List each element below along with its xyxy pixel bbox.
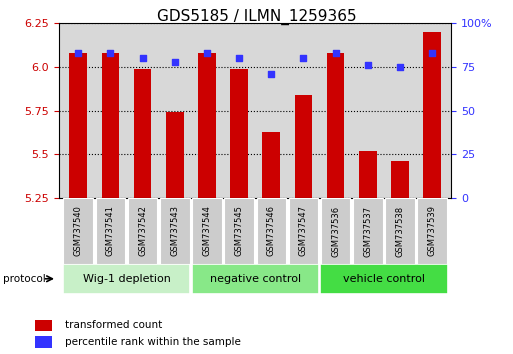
Text: percentile rank within the sample: percentile rank within the sample xyxy=(66,337,241,347)
Text: GSM737543: GSM737543 xyxy=(170,205,180,257)
Bar xyxy=(321,198,350,264)
Point xyxy=(396,64,404,70)
Text: GSM737538: GSM737538 xyxy=(396,205,404,257)
Text: transformed count: transformed count xyxy=(66,320,163,330)
Text: GSM737536: GSM737536 xyxy=(331,205,340,257)
Bar xyxy=(263,132,280,198)
Bar xyxy=(35,320,52,331)
Bar xyxy=(102,53,120,198)
Text: negative control: negative control xyxy=(210,274,301,284)
Bar xyxy=(160,198,190,264)
Text: Wig-1 depletion: Wig-1 depletion xyxy=(83,274,170,284)
Bar xyxy=(289,198,318,264)
Bar xyxy=(418,198,447,264)
Bar xyxy=(423,32,441,198)
Point xyxy=(106,50,114,56)
Bar xyxy=(359,151,377,198)
Text: GSM737537: GSM737537 xyxy=(363,205,372,257)
Bar xyxy=(224,198,254,264)
Point xyxy=(428,50,436,56)
Point xyxy=(267,71,275,77)
Bar xyxy=(353,198,383,264)
Bar xyxy=(191,264,319,294)
Bar xyxy=(198,53,216,198)
Bar xyxy=(391,161,409,198)
Text: GSM737544: GSM737544 xyxy=(203,206,211,256)
Bar xyxy=(256,198,286,264)
Text: GSM737542: GSM737542 xyxy=(138,206,147,256)
Bar xyxy=(294,95,312,198)
Point xyxy=(74,50,83,56)
Bar xyxy=(327,53,345,198)
Text: GDS5185 / ILMN_1259365: GDS5185 / ILMN_1259365 xyxy=(156,9,357,25)
Point xyxy=(171,59,179,64)
Text: GSM737541: GSM737541 xyxy=(106,206,115,256)
Bar xyxy=(35,336,52,348)
Bar xyxy=(134,69,151,198)
Text: GSM737545: GSM737545 xyxy=(234,206,244,256)
Point xyxy=(331,50,340,56)
Text: GSM737547: GSM737547 xyxy=(299,205,308,257)
Bar xyxy=(385,198,415,264)
Point xyxy=(139,55,147,61)
Bar xyxy=(64,198,93,264)
Text: GSM737539: GSM737539 xyxy=(428,205,437,257)
Bar xyxy=(95,198,125,264)
Bar xyxy=(128,198,157,264)
Point xyxy=(300,55,308,61)
Bar xyxy=(230,69,248,198)
Bar xyxy=(69,53,87,198)
Point xyxy=(235,55,243,61)
Text: GSM737540: GSM737540 xyxy=(74,206,83,256)
Bar xyxy=(63,264,190,294)
Point xyxy=(364,62,372,68)
Text: protocol: protocol xyxy=(3,274,45,284)
Text: vehicle control: vehicle control xyxy=(343,274,425,284)
Bar xyxy=(320,264,447,294)
Point xyxy=(203,50,211,56)
Text: GSM737546: GSM737546 xyxy=(267,205,276,257)
Bar xyxy=(166,112,184,198)
Bar xyxy=(192,198,222,264)
